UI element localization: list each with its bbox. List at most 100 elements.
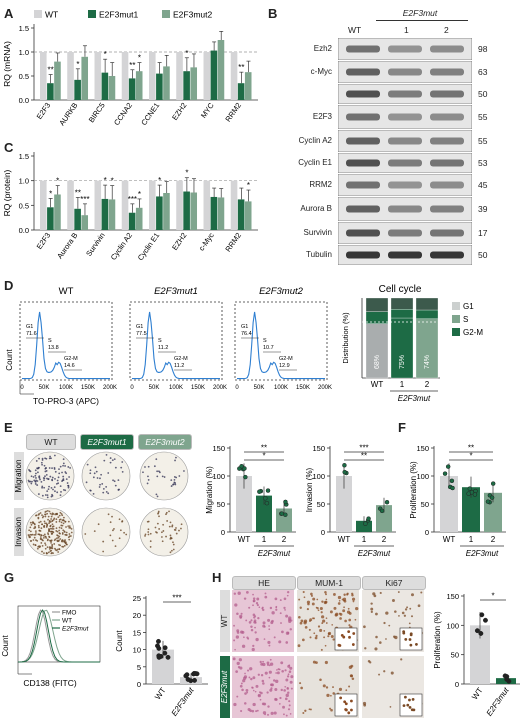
blot-row-label: Cyclin E1 [298,158,332,167]
row-label-bg [14,508,24,556]
panel-letter-d: D [4,278,14,293]
cell-dot [61,471,63,474]
cell-dot [46,546,49,549]
tissue-dot [300,619,304,623]
inset-dot [350,699,353,703]
cell-dot [59,544,62,547]
data-dot [489,495,495,500]
cell-dot [173,478,176,481]
cell-dot [48,522,50,525]
gate-label: 13.8 [48,345,59,351]
significance-star: * [247,181,250,190]
blot-band [388,251,422,259]
cell-dot [43,477,46,480]
tissue-dot [351,597,356,601]
cell-dot [65,478,68,481]
bar-wt [94,52,102,100]
blot-size-marker: 55 [478,112,488,122]
cell-dot [45,526,48,528]
cell-dot [55,513,58,516]
cell-dot [69,467,72,469]
significance-star: ** [75,188,81,197]
bar [462,487,480,532]
cell-dot [120,466,123,469]
x-tick-label: 150K [191,385,205,391]
cell-dot [35,477,37,479]
cell-dot [147,479,150,481]
cell-dot [70,535,72,537]
transwell-well [81,507,131,557]
gate-label: 11.2 [174,363,184,369]
tissue-dot [308,628,311,631]
tissue-dot [315,634,318,637]
tissue-dot [338,687,343,691]
histogram-curve [17,609,100,663]
tissue-dot [256,603,259,607]
cell-dot [41,550,43,553]
tissue-dot [262,660,265,663]
blot-band [430,68,464,76]
inset-dot [409,633,413,637]
legend-label: G2-M [463,328,483,337]
legend-label: WT [62,618,72,625]
tissue-dot [324,600,328,604]
cell-dot [44,513,47,516]
tissue-dot [307,602,310,606]
inset-dot [344,708,348,711]
tissue-dot [308,708,311,711]
cell-dot [107,472,110,474]
cell-dot [38,476,40,478]
cell-dot [33,522,36,525]
group-label: E2F3mut [358,549,391,558]
cell-dot [144,533,147,536]
tissue-dot [343,593,346,596]
tissue-dot [234,603,238,607]
cell-dot [43,486,46,489]
ihc-images: WT E2F3mut [220,590,424,718]
tissue-dot [299,606,302,609]
cell-dot [59,465,62,468]
tissue-dot [254,626,256,629]
gate-label: G1 [241,324,248,330]
cell-dot [53,539,56,542]
tissue-dot [283,689,286,692]
histogram-title: E2F3mut2 [259,286,304,297]
plate-header-wt: WT [26,434,76,450]
cell-dot [149,532,152,535]
micrograph [232,590,294,652]
tissue-dot [322,684,326,688]
cell-dot [180,527,182,530]
x-tick-label: 100K [274,385,288,391]
y-axis-label: Distribution (%) [341,312,350,364]
histogram-curve [17,609,100,663]
cell-dot [173,476,176,478]
inset-dot [412,708,416,712]
bar-e2f3mut2 [81,56,89,100]
cell-dot [48,528,50,530]
western-blot-panel: E2F3mut WT 1 2 Ezh2 98 c-Myc 63 50 E2F3 55 Cycl… [268,8,518,278]
tissue-dot [333,606,337,610]
bar-wt [40,52,47,100]
cell-dot [41,463,43,466]
tissue-dot [240,709,243,713]
cell-dot [50,541,52,544]
cell-dot [117,488,120,491]
cell-dot [44,547,47,550]
tissue-dot [290,687,293,690]
data-dot [165,654,171,660]
cell-dot [102,540,105,543]
tissue-dot [250,628,254,632]
tissue-dot [325,622,328,624]
cell-dot [86,463,89,466]
cell-dot [105,453,108,456]
cell-dot [114,484,117,487]
cell-dot [121,520,123,523]
x-tick-label: 0 [130,385,134,391]
x-tick-label: RRM2 [223,101,243,124]
significance-star: ** [261,444,267,453]
tissue-dot [270,711,274,715]
bar-wt [149,52,156,100]
cell-dot [53,486,56,489]
plate-header-mut2: E2F3mut2 [138,434,192,450]
data-dot [478,631,484,636]
